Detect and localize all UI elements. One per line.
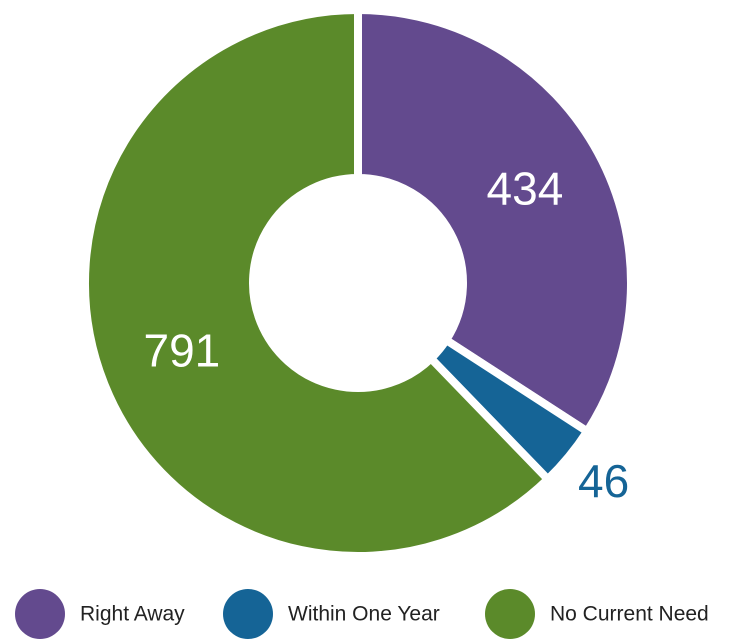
data-label: 791 [143,324,220,376]
data-label: 46 [578,455,629,507]
donut-segment [81,5,554,560]
legend-label: Right Away [80,603,185,626]
legend-label: Within One Year [288,603,440,626]
legend-label: No Current Need [550,603,709,626]
data-label: 434 [487,162,564,214]
donut-segment [354,5,635,437]
legend-swatch [15,589,65,639]
legend-swatch [485,589,535,639]
legend-swatch [223,589,273,639]
